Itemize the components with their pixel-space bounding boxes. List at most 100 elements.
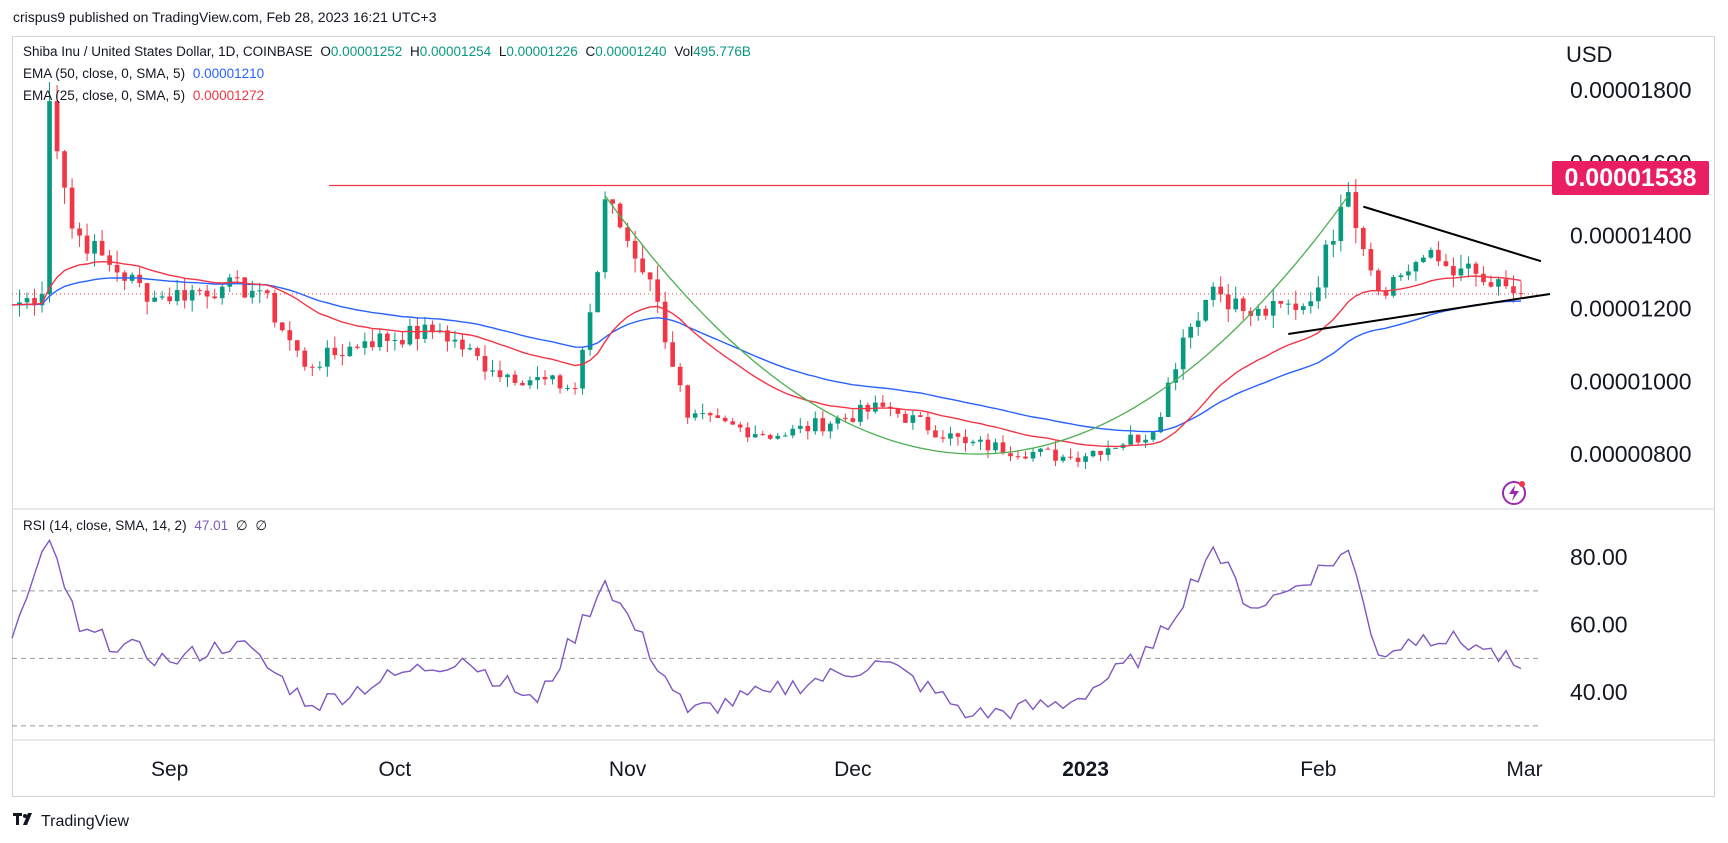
candle-body <box>505 374 510 378</box>
symbol-legend[interactable]: Shiba Inu / United States Dollar, 1D, CO… <box>23 44 751 60</box>
candle-body <box>1173 369 1178 383</box>
candle-body <box>249 290 255 298</box>
candle-body <box>775 435 781 439</box>
candle-body <box>535 376 540 381</box>
candle-body <box>745 427 751 438</box>
candle-body <box>17 302 22 305</box>
candle-body <box>332 347 338 356</box>
time-tick-label: Nov <box>609 758 647 781</box>
rsi-layer <box>11 538 1540 727</box>
candle-body <box>1391 277 1396 296</box>
candle-body <box>370 341 375 348</box>
candle-body <box>1098 450 1103 455</box>
low-value: 0.00001226 <box>506 44 578 59</box>
ema25-value: 0.00001272 <box>192 88 265 103</box>
time-tick-label: Sep <box>151 758 188 781</box>
ema50-line <box>11 277 1522 433</box>
candle-body <box>722 417 728 422</box>
candle-body <box>1323 244 1329 288</box>
wedge-upper-line <box>1363 205 1542 263</box>
ema25-legend[interactable]: EMA (25, close, 0, SMA, 5) 0.00001272 <box>23 88 264 104</box>
low-label: L <box>498 44 507 59</box>
time-tick-label: 2023 <box>1062 758 1109 781</box>
candle-body <box>264 290 270 293</box>
candle-body <box>114 264 120 273</box>
volume-value: 495.776B <box>693 44 751 59</box>
candle-body <box>1496 279 1501 287</box>
candle-body <box>520 382 525 386</box>
candle-body <box>873 402 878 412</box>
chart-frame <box>12 36 1715 797</box>
candle-body <box>377 333 383 348</box>
candle-body <box>1466 263 1471 269</box>
candle-body <box>24 298 30 303</box>
candle-body <box>1000 442 1006 454</box>
candle-body <box>212 296 218 299</box>
candle-body <box>925 416 931 431</box>
candle-body <box>1473 263 1479 274</box>
candle-body <box>1023 456 1028 459</box>
candle-body <box>940 437 946 439</box>
price-tick-label: 0.00001000 <box>1570 368 1692 394</box>
candle-body <box>587 312 593 350</box>
candle-body <box>1308 301 1314 307</box>
candles-layer <box>17 81 1524 470</box>
candle-body <box>107 255 112 265</box>
candle-body <box>550 375 555 380</box>
candle-body <box>1105 448 1111 455</box>
candle-body <box>1053 449 1058 461</box>
tradingview-logo-icon <box>13 812 37 831</box>
candle-body <box>805 425 811 432</box>
candle-body <box>1143 439 1148 443</box>
candle-body <box>197 290 203 292</box>
candle-body <box>159 296 165 298</box>
rsi-legend[interactable]: RSI (14, close, SMA, 14, 2) 47.01 ∅ ∅ <box>23 518 267 534</box>
candle-body <box>1015 456 1021 458</box>
candle-body <box>647 272 653 280</box>
ema50-legend[interactable]: EMA (50, close, 0, SMA, 5) 0.00001210 <box>23 66 264 82</box>
candle-body <box>137 274 142 284</box>
candle-body <box>152 297 157 302</box>
candle-body <box>858 404 863 422</box>
candle-body <box>1030 451 1036 459</box>
price-tick-label: 0.00001800 <box>1570 77 1692 103</box>
publish-info: crispus9 published on TradingView.com, F… <box>13 9 437 25</box>
volume-label: Vol <box>674 44 694 59</box>
time-tick-label: Dec <box>834 758 871 781</box>
candle-body <box>910 415 916 423</box>
pattern-layer <box>604 195 1551 455</box>
candle-body <box>1458 268 1464 276</box>
axes-layer: 0.000018000.000016000.000014000.00001200… <box>151 77 1692 781</box>
candle-body <box>707 413 713 416</box>
rsi-label: RSI (14, close, SMA, 14, 2) <box>23 518 187 533</box>
candle-body <box>1008 453 1013 457</box>
candle-body <box>1293 303 1299 310</box>
candle-body <box>1195 320 1201 327</box>
candle-body <box>835 417 841 424</box>
candle-body <box>580 349 585 389</box>
candle-body <box>1481 273 1486 283</box>
candle-body <box>602 199 608 273</box>
candle-body <box>1518 293 1524 295</box>
high-label: H <box>410 44 420 59</box>
candle-body <box>985 439 991 451</box>
candle-body <box>1203 299 1209 321</box>
candle-body <box>595 272 600 313</box>
ema25-line <box>11 260 1522 448</box>
candle-body <box>99 240 105 256</box>
lightning-icon[interactable] <box>1500 478 1528 506</box>
candle-body <box>812 418 818 432</box>
grid-layer <box>12 508 1714 741</box>
ema-layer <box>11 260 1522 448</box>
candle-body <box>242 277 248 298</box>
candle-body <box>287 330 293 341</box>
candle-body <box>1451 266 1456 276</box>
currency-label[interactable]: USD <box>1566 42 1613 67</box>
tradingview-brand[interactable]: TradingView <box>13 812 129 831</box>
candle-body <box>1338 206 1344 242</box>
time-tick-label: Oct <box>379 758 412 781</box>
candle-body <box>632 240 638 259</box>
candle-body <box>790 428 796 436</box>
candle-body <box>452 339 458 342</box>
